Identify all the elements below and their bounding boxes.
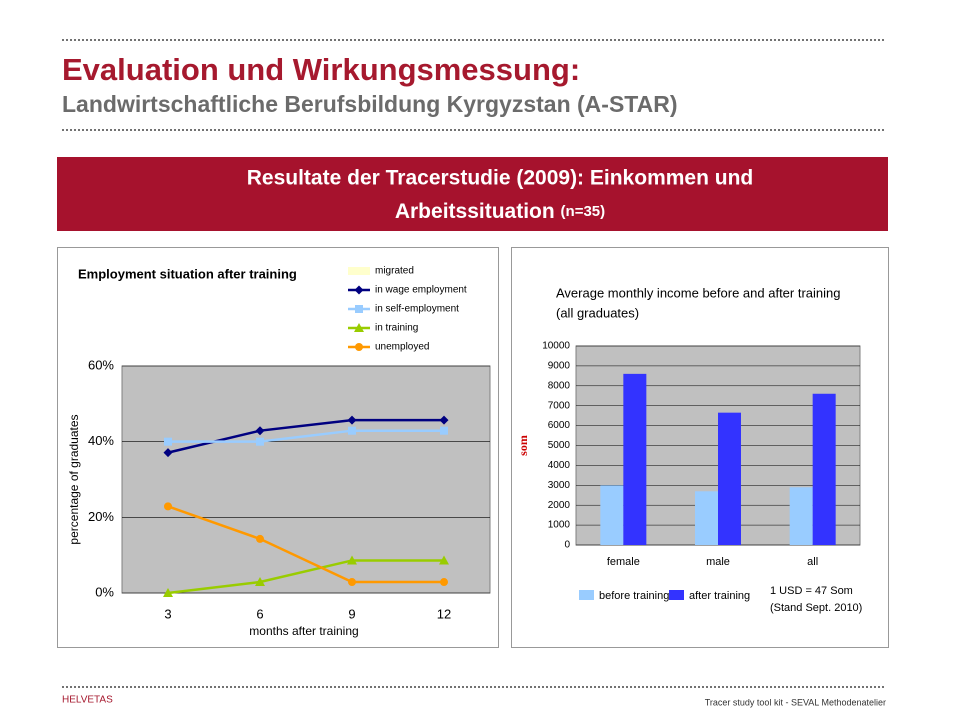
banner-text: Arbeitssituation [395, 200, 555, 223]
marker [439, 415, 449, 425]
series-line [167, 505, 444, 584]
marker [440, 578, 448, 587]
y-tick-label: 0% [95, 584, 114, 599]
marker [348, 426, 356, 435]
y-tick-label: 6000 [548, 420, 571, 431]
marker [256, 437, 264, 446]
legend-label: unemployed [375, 342, 429, 353]
y-tick-label: 0 [564, 540, 570, 551]
chart-subtitle: (all graduates) [556, 305, 639, 320]
marker [164, 502, 172, 511]
marker [348, 578, 356, 587]
x-axis-label: months after training [249, 624, 358, 638]
legend-label: migrated [375, 266, 414, 277]
marker [164, 437, 172, 446]
bar [695, 491, 718, 545]
banner-text: Resultate der Tracerstudie (2009): Einko… [247, 167, 753, 190]
marker [255, 426, 265, 436]
bar [718, 412, 741, 545]
marker [256, 534, 264, 543]
bar [812, 393, 836, 545]
x-tick-label: female [607, 556, 640, 568]
marker [163, 588, 173, 597]
footer-right: Tracer study tool kit - SEVAL Methodenat… [705, 697, 886, 707]
chart-title: Average monthly income before and after … [556, 285, 840, 300]
marker [163, 448, 173, 458]
y-tick-label: 7000 [548, 400, 571, 411]
banner-text: Arbeitssituation (n=35) [395, 200, 605, 223]
footer-left: HELVETAS [62, 695, 113, 706]
legend-marker [354, 323, 364, 332]
legend-swatch [669, 590, 684, 600]
slide-title: Evaluation und Wirkungsmessung: [62, 52, 580, 87]
y-tick-label: 2000 [548, 500, 571, 511]
y-tick-label: 8000 [548, 380, 571, 391]
marker [347, 555, 357, 565]
legend-label: in self-employment [375, 304, 459, 315]
legend-marker [355, 305, 363, 313]
chart-title: Employment situation after training [78, 266, 297, 281]
bar [600, 485, 624, 545]
y-axis-label: som [516, 435, 530, 456]
x-tick-label: 3 [164, 606, 171, 621]
x-tick-label: all [807, 556, 818, 568]
series-line [167, 559, 444, 595]
x-tick-label: 9 [348, 606, 355, 621]
bar [789, 487, 813, 545]
legend-label: in wage employment [375, 285, 467, 296]
y-tick-label: 4000 [548, 460, 571, 471]
slide-subtitle: Landwirtschaftliche Berufsbildung Kyrgyz… [62, 91, 678, 117]
plot-area [121, 365, 491, 594]
legend-swatch [579, 590, 594, 600]
annotation: 1 USD = 47 Som [770, 585, 853, 597]
x-tick-label: 6 [256, 606, 263, 621]
banner [57, 157, 888, 231]
marker [439, 555, 449, 565]
legend-marker [355, 343, 363, 351]
marker [440, 426, 448, 435]
banner-note: (n=35) [561, 203, 606, 220]
annotation: (Stand Sept. 2010) [770, 602, 862, 614]
y-axis-label: percentage of graduates [67, 414, 81, 544]
series-line [168, 429, 444, 443]
marker [255, 577, 265, 587]
y-tick-label: 9000 [548, 361, 571, 372]
marker [347, 415, 357, 425]
y-tick-label: 60% [88, 357, 114, 372]
bar [623, 373, 647, 545]
y-tick-label: 3000 [548, 480, 571, 491]
y-tick-label: 40% [88, 433, 114, 448]
legend-label: in training [375, 323, 418, 334]
legend-swatch [348, 267, 370, 275]
legend-label: before training [599, 590, 669, 602]
legend-marker [354, 285, 364, 295]
y-tick-label: 10000 [542, 341, 570, 352]
x-tick-label: 12 [437, 606, 451, 621]
y-tick-label: 5000 [548, 440, 571, 451]
x-tick-label: male [706, 556, 730, 568]
y-tick-label: 1000 [548, 520, 571, 531]
y-tick-label: 20% [88, 509, 114, 524]
legend-label: after training [689, 590, 750, 602]
